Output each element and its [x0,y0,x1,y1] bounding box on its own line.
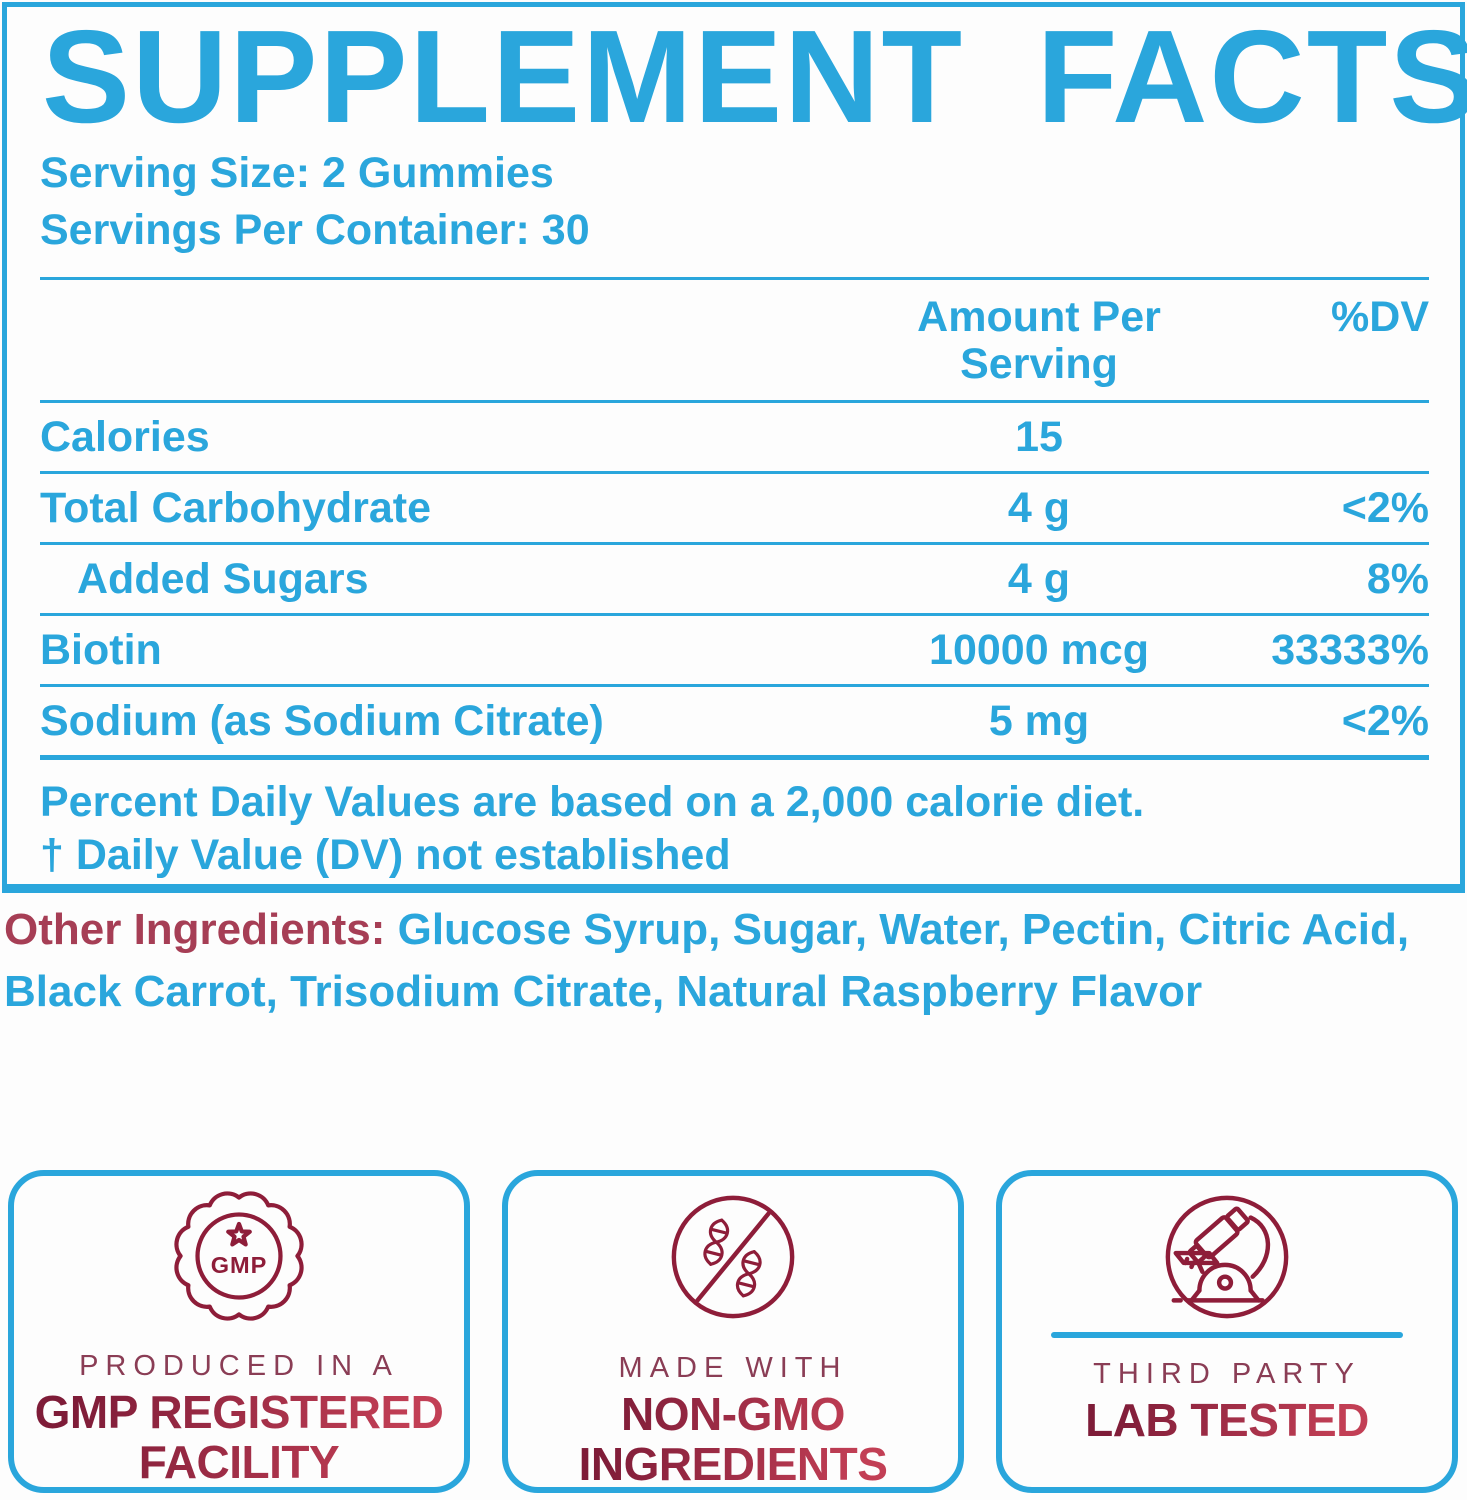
other-ingredients-line1: Other Ingredients: Glucose Syrup, Sugar,… [4,899,1464,961]
nutrient-dv: <2% [1341,483,1429,532]
microscope-icon [1158,1190,1296,1324]
nutrient-amount: 5 mg [988,696,1090,745]
table-row-calories: Calories 15 [40,403,1429,474]
badge-divider [1051,1332,1403,1338]
badge-subtitle: PRODUCED IN A [79,1350,399,1382]
badge-subtitle: MADE WITH [618,1352,848,1384]
footnote-dv-not-established: † Daily Value (DV) not established [40,831,731,879]
nutrient-amount: 15 [1015,412,1063,461]
table-row-total-carbohydrate: Total Carbohydrate 4 g <2% [40,474,1429,545]
amount-per-serving-header: Amount Per Serving [917,293,1161,388]
other-ingredients-list-part1: Glucose Syrup, Sugar, Water, Pectin, Cit… [385,905,1410,954]
serving-size: Serving Size: 2 Gummies [40,149,554,197]
nutrient-dv: 33333% [1271,625,1429,674]
badge-title: GMP REGISTERED FACILITY [35,1387,444,1487]
crossed-dna-icon [664,1190,802,1324]
badge-title-line2: FACILITY [138,1436,340,1488]
certification-badges: GMP PRODUCED IN A GMP REGISTERED FACILIT… [8,1170,1458,1493]
gmp-seal-text: GMP [211,1252,268,1278]
nutrient-amount: 10000 mcg [929,625,1149,674]
badge-title-line1: NON-GMO [621,1388,845,1440]
footnote-daily-values: Percent Daily Values are based on a 2,00… [40,778,1145,826]
table-row-biotin: Biotin 10000 mcg 33333% [40,616,1429,687]
supplement-facts-panel: SUPPLEMENT FACTS Serving Size: 2 Gummies… [2,2,1467,893]
other-ingredients-label: Other Ingredients: [4,905,386,954]
nutrient-dv: 8% [1366,554,1429,603]
badge-gmp-facility: GMP PRODUCED IN A GMP REGISTERED FACILIT… [8,1170,470,1493]
nutrient-label: Biotin [40,625,162,674]
facts-header-row: Amount Per Serving %DV [40,280,1429,403]
servings-per-container: Servings Per Container: 30 [40,206,590,254]
nutrient-amount: 4 g [1007,554,1071,603]
nutrient-amount: 4 g [1007,483,1071,532]
panel-title: SUPPLEMENT FACTS [42,3,1467,150]
nutrient-dv: <2% [1341,696,1429,745]
badge-non-gmo: MADE WITH NON-GMO INGREDIENTS [502,1170,964,1493]
nutrient-label: Added Sugars [77,554,369,603]
badge-lab-tested: THIRD PARTY LAB TESTED [996,1170,1458,1493]
nutrient-label: Calories [40,412,210,461]
table-row-added-sugars: Added Sugars 4 g 8% [40,545,1429,616]
nutrient-label: Total Carbohydrate [40,483,432,532]
nutrient-label: Sodium (as Sodium Citrate) [40,696,604,745]
other-ingredients-list-part2: Black Carrot, Trisodium Citrate, Natural… [4,967,1203,1016]
other-ingredients: Other Ingredients: Glucose Syrup, Sugar,… [4,899,1464,1023]
badge-title: NON-GMO INGREDIENTS [579,1389,888,1489]
percent-dv-header: %DV [1331,293,1429,341]
badge-title-line1: GMP REGISTERED [34,1386,444,1438]
badge-title: LAB TESTED [1085,1395,1369,1445]
facts-footnote: Percent Daily Values are based on a 2,00… [40,760,1429,882]
serving-info: Serving Size: 2 Gummies Servings Per Con… [40,145,1429,280]
badge-title-line1: LAB TESTED [1085,1394,1369,1446]
table-row-sodium: Sodium (as Sodium Citrate) 5 mg <2% [40,687,1429,760]
badge-subtitle: THIRD PARTY [1093,1358,1361,1390]
badge-title-line2: INGREDIENTS [578,1438,888,1490]
gmp-seal-icon: GMP [173,1190,305,1322]
